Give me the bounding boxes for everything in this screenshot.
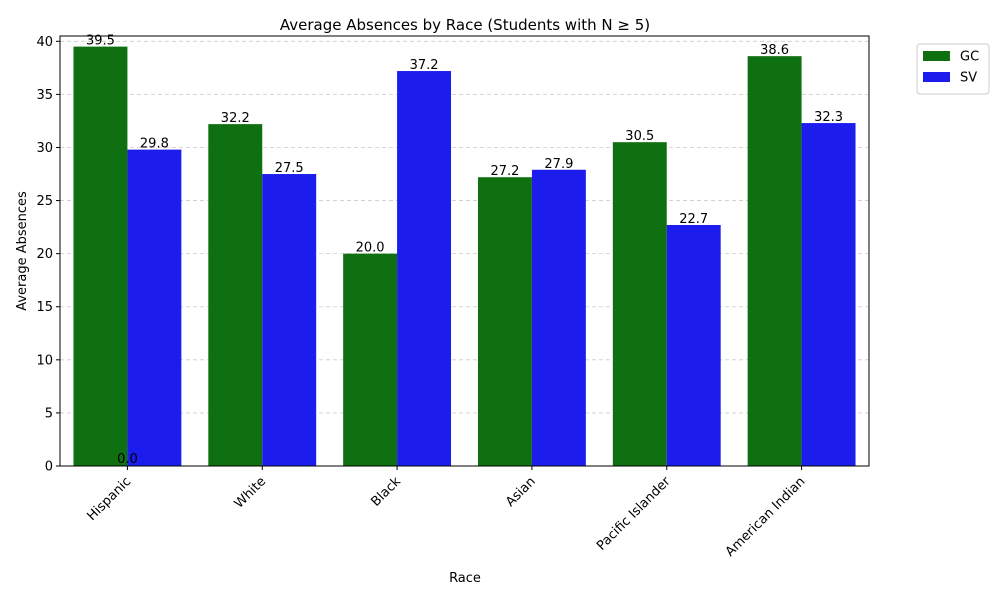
- x-tick-label: Pacific Islander: [594, 474, 674, 554]
- legend: GC SV: [916, 43, 990, 95]
- bar-sv: [127, 149, 182, 467]
- data-label: 38.6: [760, 43, 789, 58]
- y-tick-label: 40: [36, 35, 53, 50]
- y-tick-label: 30: [36, 141, 53, 156]
- y-tick-label: 10: [36, 353, 53, 368]
- data-label: 37.2: [410, 58, 439, 73]
- x-tick-label: Black: [368, 474, 404, 510]
- data-label: 20.0: [356, 241, 385, 256]
- plot-frame: [59, 35, 870, 467]
- data-label: 32.3: [814, 110, 843, 125]
- bar-sv: [801, 123, 856, 466]
- data-label: 39.5: [86, 34, 115, 49]
- data-label: 27.2: [490, 164, 519, 179]
- data-label: 27.5: [275, 161, 304, 176]
- bar-gc: [747, 56, 802, 466]
- x-tick-label: White: [232, 474, 269, 511]
- legend-swatch-sv: [923, 72, 950, 82]
- bar-gc: [612, 142, 667, 466]
- bar-gc: [343, 253, 398, 466]
- y-tick-label: 15: [36, 300, 53, 315]
- data-label: 22.7: [679, 212, 708, 227]
- bar-sv: [397, 71, 452, 466]
- data-label: 27.9: [544, 157, 573, 172]
- bar-sv: [531, 169, 586, 466]
- bars-layer: [73, 46, 856, 467]
- bar-sv: [262, 174, 317, 466]
- chart-title: Average Absences by Race (Students with …: [280, 16, 650, 34]
- y-axis: 0 5 10 15 20 25 30 35 40: [36, 35, 60, 475]
- legend-label-sv: SV: [960, 71, 977, 86]
- data-label-extra: 0.0: [117, 452, 138, 467]
- data-label: 29.8: [140, 137, 169, 152]
- x-axis-label: Race: [449, 571, 481, 586]
- bar-gc: [73, 46, 128, 467]
- x-tick-label: Asian: [503, 474, 539, 510]
- data-label: 30.5: [625, 129, 654, 144]
- legend-label-gc: GC: [960, 50, 979, 65]
- y-tick-label: 5: [45, 406, 53, 421]
- x-axis: Hispanic White Black Asian Pacific Islander A…: [84, 466, 808, 560]
- y-tick-label: 0: [45, 460, 53, 475]
- y-axis-label: Average Absences: [15, 191, 30, 311]
- x-tick-label: American Indian: [723, 474, 809, 560]
- grid-layer: [60, 40, 869, 467]
- bar-sv: [666, 224, 721, 466]
- data-labels-layer: 39.5 29.8 32.2 27.5 20.0 37.2 27.2 27.9 30.5 22.7…: [86, 34, 843, 467]
- y-tick-label: 20: [36, 247, 53, 262]
- bar-gc: [477, 177, 532, 466]
- y-tick-label: 35: [36, 88, 53, 103]
- x-tick-label: Hispanic: [84, 474, 134, 524]
- y-tick-label: 25: [36, 194, 53, 209]
- legend-swatch-gc: [923, 51, 950, 61]
- data-label: 32.2: [221, 111, 250, 126]
- bar-gc: [208, 124, 263, 466]
